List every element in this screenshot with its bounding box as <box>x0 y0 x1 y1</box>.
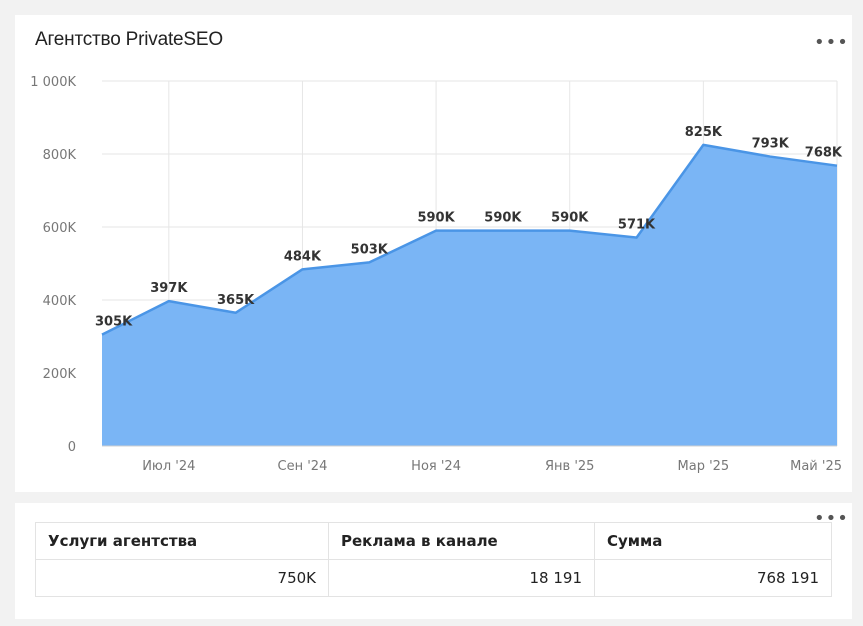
area-fill <box>102 144 837 446</box>
y-tick-label: 600K <box>43 221 77 236</box>
x-tick-label: Мар '25 <box>678 459 730 474</box>
column-header[interactable]: Реклама в канале <box>328 522 595 560</box>
data-label: 503K <box>351 242 389 257</box>
table-cell: 768 191 <box>594 559 832 597</box>
column-header[interactable]: Сумма <box>594 522 832 560</box>
x-tick-label: Ноя '24 <box>411 459 461 474</box>
y-tick-label: 200K <box>43 367 77 382</box>
table-cell: 18 191 <box>328 559 595 597</box>
summary-table: Услуги агентства Реклама в канале Сумма … <box>35 522 832 597</box>
data-label: 590K <box>417 211 455 226</box>
column-header[interactable]: Услуги агентства <box>35 522 329 560</box>
data-label: 793K <box>752 137 790 152</box>
data-label: 365K <box>217 293 255 308</box>
data-label: 825K <box>685 125 723 140</box>
data-label: 305K <box>95 315 133 330</box>
chart-title: Агентство PrivateSEO <box>35 29 223 50</box>
y-tick-label: 1 000K <box>30 75 76 90</box>
x-tick-label: Май '25 <box>790 459 842 474</box>
data-label: 397K <box>150 281 188 296</box>
x-tick-label: Сен '24 <box>278 459 328 474</box>
data-label: 484K <box>284 249 322 264</box>
data-label: 571K <box>618 218 656 233</box>
chart-card: Агентство PrivateSEO ••• 0 200K 400K 600K 80… <box>15 15 852 492</box>
y-tick-label: 0 <box>68 440 76 455</box>
table-header-row: Услуги агентства Реклама в канале Сумма <box>35 522 832 560</box>
table-row: 750K 18 191 768 191 <box>35 559 832 597</box>
area-chart: 0 200K 400K 600K 800K 1 000K Июл '24 Сен '24 Ноя… <box>30 75 843 474</box>
data-label: 590K <box>551 211 589 226</box>
y-tick-label: 400K <box>43 294 77 309</box>
series-line <box>101 143 838 336</box>
data-label: 768K <box>805 146 843 161</box>
table-cell: 750K <box>35 559 329 597</box>
x-tick-label: Янв '25 <box>545 459 594 474</box>
x-tick-label: Июл '24 <box>142 459 195 474</box>
summary-card: ••• Услуги агентства Реклама в канале Су… <box>15 503 852 619</box>
y-tick-label: 800K <box>43 148 77 163</box>
data-label: 590K <box>484 211 522 226</box>
